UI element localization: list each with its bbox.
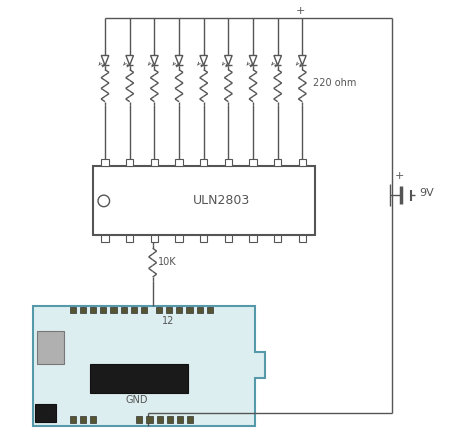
Bar	[101, 159, 109, 166]
Bar	[200, 235, 207, 242]
Bar	[167, 416, 173, 423]
Bar	[151, 235, 158, 242]
Bar	[200, 159, 207, 166]
Bar	[151, 159, 158, 166]
Bar	[91, 364, 188, 392]
Bar	[166, 307, 172, 313]
Bar	[197, 307, 203, 313]
Bar	[156, 416, 163, 423]
Bar	[126, 159, 133, 166]
Bar	[186, 307, 192, 313]
Text: +: +	[295, 5, 305, 16]
Bar	[177, 416, 183, 423]
Bar	[175, 159, 182, 166]
Bar	[299, 235, 306, 242]
Text: 220 ohm: 220 ohm	[313, 78, 357, 88]
Bar	[274, 235, 281, 242]
Bar	[126, 235, 133, 242]
Bar	[146, 416, 153, 423]
Bar	[249, 235, 256, 242]
Bar	[299, 159, 306, 166]
Bar	[37, 331, 64, 364]
Bar	[131, 307, 137, 313]
Bar	[90, 307, 96, 313]
Bar	[274, 159, 281, 166]
Bar	[225, 159, 232, 166]
Text: GND: GND	[126, 395, 148, 404]
Bar	[207, 307, 213, 313]
Bar	[110, 307, 117, 313]
Bar	[100, 307, 107, 313]
Bar	[80, 416, 86, 423]
Bar	[156, 307, 162, 313]
Text: 9V: 9V	[419, 188, 434, 198]
Bar	[225, 235, 232, 242]
Text: ULN2803: ULN2803	[193, 194, 250, 207]
Bar	[80, 307, 86, 313]
Bar	[101, 235, 109, 242]
Bar	[187, 416, 193, 423]
Polygon shape	[33, 306, 264, 426]
Bar	[35, 404, 56, 422]
Bar	[249, 159, 256, 166]
Bar	[70, 416, 76, 423]
Bar	[93, 166, 315, 235]
Bar	[70, 307, 76, 313]
Bar	[121, 307, 127, 313]
Bar	[175, 235, 182, 242]
Text: 10K: 10K	[158, 258, 177, 267]
Text: 12: 12	[162, 316, 174, 326]
Bar	[141, 307, 147, 313]
Text: +: +	[395, 171, 405, 181]
Bar	[176, 307, 182, 313]
Bar	[90, 416, 96, 423]
Bar	[136, 416, 142, 423]
